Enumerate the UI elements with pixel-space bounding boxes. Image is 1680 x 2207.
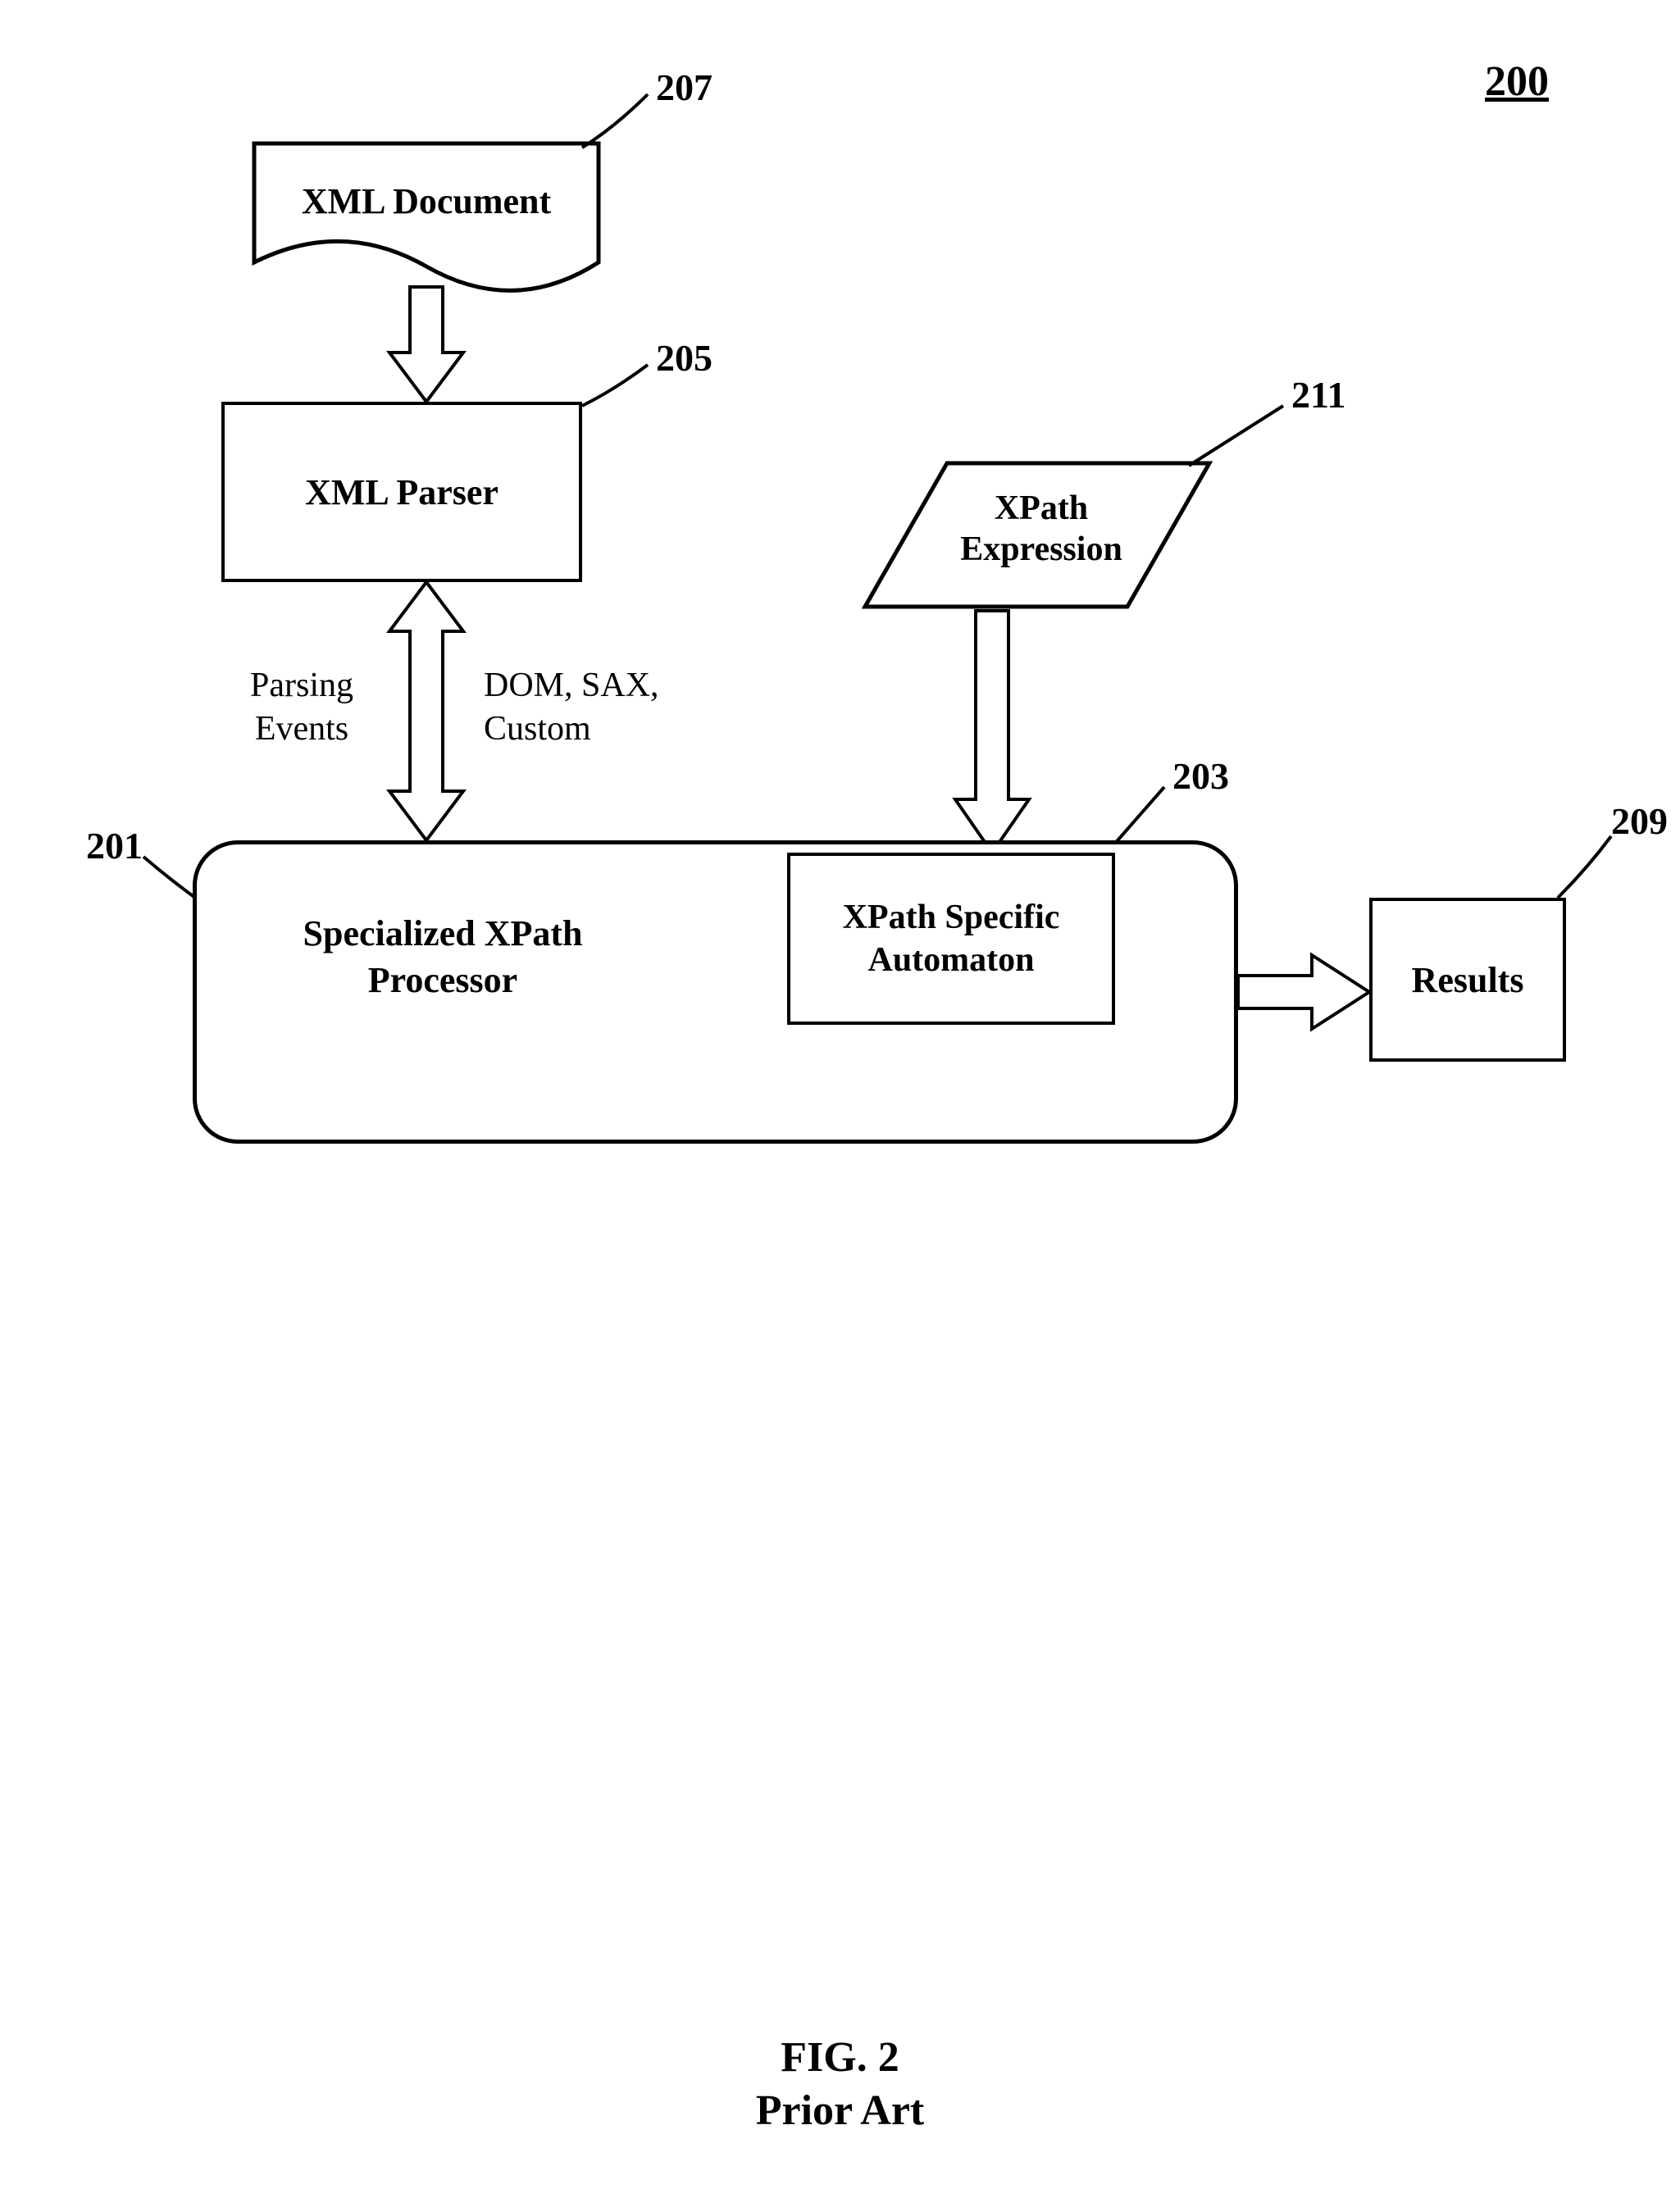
ref-209: 209: [1611, 799, 1668, 843]
leader-209: [1558, 836, 1611, 898]
ref-211: 211: [1291, 373, 1345, 416]
processor-label: Specialized XPath Processor: [262, 910, 623, 1003]
ref-203: 203: [1172, 754, 1229, 798]
ref-207: 207: [656, 66, 713, 109]
leader-207: [582, 94, 648, 148]
parsing-events-label: Parsing Events: [250, 664, 353, 750]
automaton-l2: Automaton: [867, 941, 1034, 979]
results-box: Results: [1369, 898, 1566, 1062]
parsing-l2: Events: [255, 710, 348, 748]
arrow-processor-to-results: [1238, 955, 1369, 1029]
fig-subtitle: Prior Art: [0, 2086, 1680, 2135]
xml-parser-box: XML Parser: [221, 402, 582, 582]
diagram-canvas: 200 207 205 211 203 201 209 XML Document…: [0, 0, 1680, 2207]
ref-201: 201: [86, 824, 143, 867]
dom-l2: Custom: [484, 710, 591, 748]
dom-l1: DOM, SAX,: [484, 667, 659, 704]
arrow-xpath-to-automaton: [955, 611, 1029, 853]
xml-document-label: XML Document: [279, 180, 574, 222]
results-label: Results: [1412, 959, 1524, 1001]
xpath-expr-l2: Expression: [960, 530, 1122, 568]
processor-l2: Processor: [368, 960, 517, 1000]
leader-205: [582, 365, 648, 406]
xpath-expr-label: XPath Expression: [918, 488, 1164, 571]
arrow-parser-processor: [389, 582, 463, 840]
parsing-l1: Parsing: [250, 667, 353, 704]
xpath-expr-l1: XPath: [995, 489, 1088, 527]
fig-label: FIG. 2: [0, 2033, 1680, 2082]
figure-ref: 200: [1485, 57, 1549, 106]
automaton-l1: XPath Specific: [843, 899, 1060, 936]
leader-211: [1189, 406, 1283, 466]
ref-205: 205: [656, 336, 713, 380]
xml-parser-label: XML Parser: [305, 471, 499, 513]
processor-l1: Specialized XPath: [303, 913, 583, 953]
dom-sax-label: DOM, SAX, Custom: [484, 664, 659, 750]
arrow-doc-to-parser: [389, 287, 463, 402]
automaton-box: XPath Specific Automaton: [787, 853, 1115, 1025]
